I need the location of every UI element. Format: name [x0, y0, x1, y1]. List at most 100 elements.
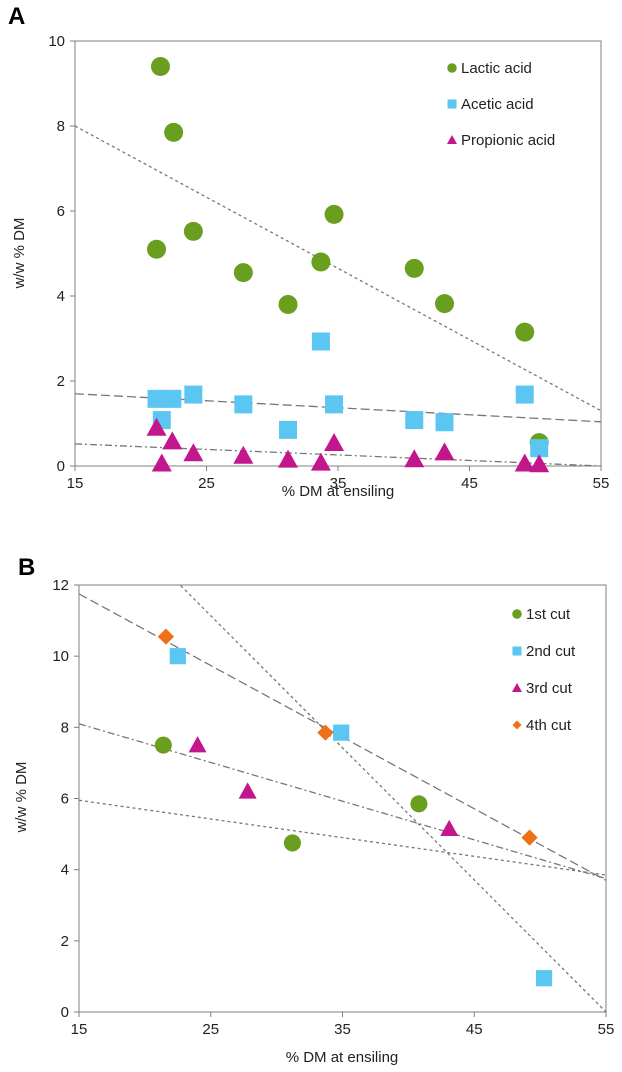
legend-label-1st-cut: 1st cut — [526, 606, 571, 623]
data-point-propionic-acid — [151, 453, 172, 472]
data-point-lactic-acid — [435, 294, 455, 314]
y-tick-label: 2 — [57, 373, 65, 390]
legend-b: 1st cut 2nd cut 3rd cut 4th cut — [512, 606, 576, 734]
data-point-propionic-acid — [146, 417, 167, 436]
data-point-acetic-acid — [325, 395, 344, 414]
trend-line-2nd-cut — [179, 585, 606, 1012]
y-tick-label: 10 — [52, 648, 69, 665]
data-point-acetic-acid — [405, 411, 424, 430]
data-point-acetic-acid — [147, 389, 166, 408]
legend-marker-lactic-acid — [447, 63, 457, 73]
data-point-2nd-cut — [169, 648, 186, 665]
y-tick-label: 6 — [61, 791, 69, 808]
x-tick-label: 15 — [71, 1021, 88, 1038]
data-point-3rd-cut — [238, 782, 257, 799]
data-point-lactic-acid — [324, 204, 344, 224]
chart-panel-a: A 15 25 35 45 55 0 2 4 6 8 10 Lactic acid Acetic ac… — [8, 3, 609, 500]
y-tick-label: 8 — [57, 118, 65, 135]
legend-marker-propionic-acid — [447, 135, 457, 144]
trend-line-1st-cut — [79, 799, 606, 876]
y-tick-label: 4 — [57, 288, 65, 305]
data-point-acetic-acid — [515, 385, 534, 404]
data-point-lactic-acid — [515, 322, 535, 342]
data-point-lactic-acid — [147, 239, 167, 259]
legend-label-2nd-cut: 2nd cut — [526, 643, 576, 660]
ticks-a: 15 25 35 45 55 0 2 4 6 8 10 — [48, 33, 609, 492]
data-point-lactic-acid — [164, 122, 184, 142]
x-tick-label: 35 — [330, 475, 347, 492]
data-point-lactic-acid — [311, 252, 331, 272]
ticks-b: 15 25 35 45 55 0 2 4 6 8 10 12 — [52, 577, 614, 1038]
data-point-acetic-acid — [163, 389, 182, 408]
data-point-lactic-acid — [278, 295, 298, 314]
x-axis-label-b: % DM at ensiling — [286, 1049, 399, 1066]
trend-line-propionic-acid — [75, 443, 601, 466]
trend-line-lactic-acid — [75, 125, 601, 412]
data-point-acetic-acid — [530, 439, 549, 458]
legend-marker-1st-cut — [512, 609, 522, 619]
legend-label-lactic-acid: Lactic acid — [461, 60, 532, 77]
data-point-4th-cut — [521, 829, 538, 846]
data-point-propionic-acid — [233, 445, 254, 464]
data-point-propionic-acid — [278, 449, 299, 468]
data-point-4th-cut — [157, 628, 175, 645]
x-tick-label: 55 — [598, 1021, 615, 1038]
plot-area-b — [78, 584, 607, 1013]
y-tick-label: 0 — [61, 1004, 69, 1021]
data-point-propionic-acid — [324, 433, 345, 452]
y-tick-label: 6 — [57, 203, 65, 220]
data-point-acetic-acid — [279, 420, 298, 439]
data-point-propionic-acid — [162, 431, 183, 450]
x-tick-label: 35 — [334, 1021, 351, 1038]
x-tick-label: 15 — [67, 475, 84, 492]
data-point-propionic-acid — [514, 453, 535, 472]
y-tick-label: 10 — [48, 33, 65, 50]
data-point-acetic-acid — [234, 395, 253, 414]
data-marks-b — [154, 628, 553, 987]
x-axis-label-a: % DM at ensiling — [282, 483, 395, 500]
y-axis-label-a: w/w % DM — [11, 218, 28, 290]
data-point-1st-cut — [154, 736, 172, 754]
data-point-acetic-acid — [311, 332, 330, 351]
legend-marker-acetic-acid — [447, 99, 457, 109]
x-tick-label: 45 — [461, 475, 478, 492]
data-point-propionic-acid — [529, 454, 550, 473]
chart-panel-b: B 15 25 35 45 55 0 2 4 6 8 10 12 1st cut 2nd cut 3rd … — [13, 554, 614, 1066]
data-point-2nd-cut — [535, 970, 553, 987]
y-tick-label: 8 — [61, 719, 69, 736]
data-point-1st-cut — [410, 795, 428, 813]
panel-label-a: A — [8, 3, 25, 30]
legend-marker-3rd-cut — [512, 683, 522, 692]
data-point-lactic-acid — [233, 263, 253, 283]
data-point-lactic-acid — [183, 221, 203, 241]
legend-label-4th-cut: 4th cut — [526, 717, 572, 734]
x-tick-label: 25 — [202, 1021, 219, 1038]
data-point-4th-cut — [317, 724, 334, 741]
data-point-propionic-acid — [404, 449, 425, 468]
data-point-propionic-acid — [310, 452, 331, 471]
y-tick-label: 12 — [52, 577, 69, 594]
y-tick-label: 4 — [61, 862, 69, 879]
data-point-lactic-acid — [150, 57, 170, 76]
x-tick-label: 25 — [198, 475, 215, 492]
panel-label-b: B — [18, 554, 35, 581]
legend-label-3rd-cut: 3rd cut — [526, 680, 573, 697]
data-point-acetic-acid — [435, 413, 454, 432]
legend-a: Lactic acid Acetic acid Propionic acid — [447, 60, 555, 149]
legend-marker-4th-cut — [512, 720, 522, 730]
data-point-2nd-cut — [333, 724, 350, 741]
data-point-propionic-acid — [183, 443, 204, 462]
legend-label-propionic-acid: Propionic acid — [461, 132, 555, 149]
data-point-propionic-acid — [434, 442, 455, 461]
y-tick-label: 0 — [57, 458, 65, 475]
data-point-1st-cut — [283, 834, 301, 852]
y-axis-label-b: w/w % DM — [13, 762, 30, 834]
data-point-lactic-acid — [404, 258, 424, 278]
legend-label-acetic-acid: Acetic acid — [461, 96, 534, 113]
data-point-3rd-cut — [188, 736, 207, 753]
legend-marker-2nd-cut — [512, 646, 522, 656]
x-tick-label: 55 — [593, 475, 610, 492]
data-point-3rd-cut — [440, 819, 459, 836]
data-point-acetic-acid — [184, 385, 203, 404]
